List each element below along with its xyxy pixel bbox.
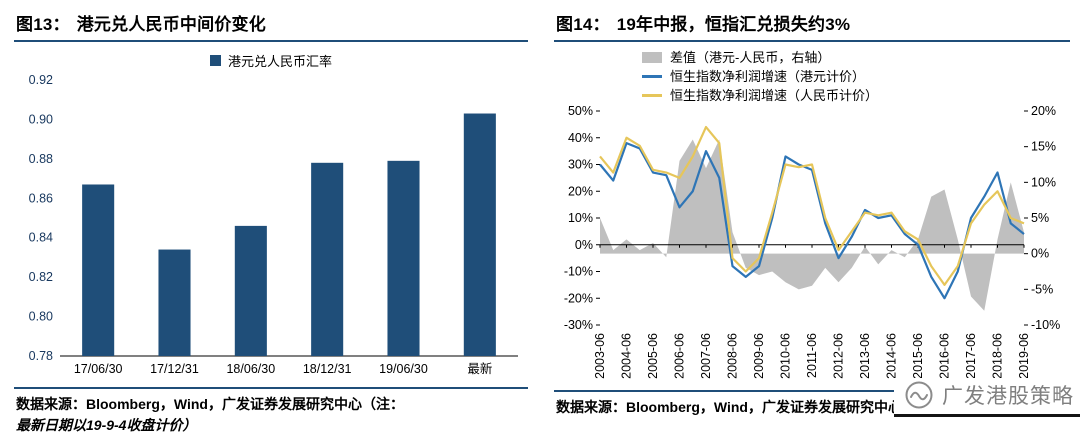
figure-14-source-line: 数据来源：Bloomberg，Wind，广发证券发展研究中心 — [556, 399, 902, 415]
hsi-profit-growth-combo-chart: -30% -20% -10% 0% 10% 20% 30% 40% 50% -10% -5% 0% 5%… — [564, 104, 1060, 379]
svg-text:2004-06: 2004-06 — [620, 333, 634, 379]
svg-text:-10%: -10% — [1031, 318, 1060, 332]
figure-13-source-line2: 最新日期以19-9-4收盘计价） — [16, 417, 197, 433]
bar-series-swatch-icon — [209, 55, 221, 66]
svg-text:0.90: 0.90 — [29, 112, 53, 126]
svg-text:2017-06: 2017-06 — [964, 333, 978, 379]
figure-13-number: 图13： — [16, 15, 70, 34]
figure-13-title-text: 港元兑人民币中间价变化 — [76, 15, 266, 34]
hkd-cny-parity-bar-chart: 0.78 0.80 0.82 0.84 0.86 0.88 0.90 0.92 17/06/30… — [29, 73, 518, 376]
svg-text:0%: 0% — [1031, 247, 1049, 261]
cny-line-legend-label: 恒生指数净利润增速（人民币计价） — [670, 88, 879, 103]
figure-14-title-rule — [554, 40, 1070, 42]
legend-item-hkd-growth: 恒生指数净利润增速（港元计价） — [642, 67, 1070, 86]
svg-text:2008-06: 2008-06 — [726, 333, 740, 379]
svg-text:17/06/30: 17/06/30 — [74, 362, 123, 376]
svg-text:-10%: -10% — [564, 265, 593, 279]
figure-14-title: 图14： 19年中报，恒指汇兑损失约3% — [554, 6, 1070, 40]
svg-text:-5%: -5% — [1031, 282, 1053, 296]
svg-text:20%: 20% — [1031, 105, 1056, 118]
svg-text:0.80: 0.80 — [29, 310, 53, 324]
figure-14-title-text: 19年中报，恒指汇兑损失约3% — [616, 15, 851, 34]
svg-text:30%: 30% — [568, 158, 593, 172]
svg-text:50%: 50% — [568, 105, 593, 118]
svg-text:10%: 10% — [568, 211, 593, 225]
svg-text:18/06/30: 18/06/30 — [226, 362, 275, 376]
area-series-legend-label: 差值（港元-人民币，右轴） — [670, 50, 831, 65]
svg-text:2003-06: 2003-06 — [593, 333, 607, 379]
svg-text:5%: 5% — [1031, 211, 1049, 225]
svg-text:10%: 10% — [1031, 175, 1056, 189]
figure-14-source: 数据来源：Bloomberg，Wind，广发证券发展研究中心 — [554, 392, 1070, 418]
svg-text:0.92: 0.92 — [29, 73, 53, 87]
svg-text:2014-06: 2014-06 — [885, 333, 899, 379]
figure-13-panel: 图13： 港元兑人民币中间价变化 港元兑人民币汇率 0.78 0.80 0.82 0.8… — [14, 6, 528, 436]
figure-13-source-line1: 数据来源：Bloomberg，Wind，广发证券发展研究中心（注： — [16, 396, 404, 412]
svg-text:2007-06: 2007-06 — [699, 333, 713, 379]
svg-text:19/06/30: 19/06/30 — [379, 362, 428, 376]
svg-text:2005-06: 2005-06 — [646, 333, 660, 379]
svg-text:0.82: 0.82 — [29, 270, 53, 284]
figure-13-bottom-rule — [14, 387, 528, 389]
svg-text:40%: 40% — [568, 131, 593, 145]
svg-text:17/12/31: 17/12/31 — [150, 362, 199, 376]
figure-13-title-rule — [14, 40, 528, 42]
area-series-swatch-icon — [642, 52, 662, 63]
figure-14-panel: 图14： 19年中报，恒指汇兑损失约3% 差值（港元-人民币，右轴） 恒生指数净利… — [554, 6, 1070, 418]
svg-text:2011-06: 2011-06 — [805, 333, 819, 378]
figure-13-title: 图13： 港元兑人民币中间价变化 — [14, 6, 528, 40]
svg-text:0.78: 0.78 — [29, 349, 53, 363]
svg-text:2016-06: 2016-06 — [938, 333, 952, 379]
svg-text:15%: 15% — [1031, 140, 1056, 154]
svg-text:2015-06: 2015-06 — [911, 333, 925, 379]
svg-text:0.84: 0.84 — [29, 231, 53, 245]
svg-text:-20%: -20% — [564, 291, 593, 305]
svg-text:-30%: -30% — [564, 318, 593, 332]
legend-item-diff: 差值（港元-人民币，右轴） — [642, 48, 1070, 67]
svg-text:0.86: 0.86 — [29, 191, 53, 205]
svg-text:2009-06: 2009-06 — [752, 333, 766, 379]
figure-13-source: 数据来源：Bloomberg，Wind，广发证券发展研究中心（注： 最新日期以1… — [14, 389, 528, 436]
cny-line-swatch-icon — [642, 94, 662, 97]
svg-text:20%: 20% — [568, 184, 593, 198]
figure-14-number: 图14： — [556, 15, 610, 34]
bar-series-legend-label: 港元兑人民币汇率 — [227, 54, 332, 69]
svg-text:2006-06: 2006-06 — [673, 333, 687, 379]
hkd-line-legend-label: 恒生指数净利润增速（港元计价） — [670, 69, 866, 84]
svg-text:2012-06: 2012-06 — [832, 333, 846, 379]
svg-text:2013-06: 2013-06 — [858, 333, 872, 379]
svg-text:0.88: 0.88 — [29, 152, 53, 166]
gf-securities-logo-icon — [905, 381, 933, 409]
svg-text:0%: 0% — [575, 238, 593, 252]
svg-text:最新: 最新 — [467, 361, 492, 376]
figure-14-legend: 差值（港元-人民币，右轴） 恒生指数净利润增速（港元计价） 恒生指数净利润增速（… — [642, 48, 1070, 105]
figure-13-legend: 港元兑人民币汇率 — [14, 51, 528, 70]
watermark: 广发港股策略 — [894, 378, 1080, 417]
legend-item-cny-growth: 恒生指数净利润增速（人民币计价） — [642, 86, 1070, 105]
watermark-text: 广发港股策略 — [942, 385, 1074, 408]
hkd-line-swatch-icon — [642, 75, 662, 78]
svg-text:2018-06: 2018-06 — [991, 333, 1005, 379]
svg-text:2019-06: 2019-06 — [1017, 333, 1031, 379]
svg-text:18/12/31: 18/12/31 — [303, 362, 352, 376]
svg-text:2010-06: 2010-06 — [779, 333, 793, 379]
figure-14-bottom-rule — [554, 390, 1070, 392]
